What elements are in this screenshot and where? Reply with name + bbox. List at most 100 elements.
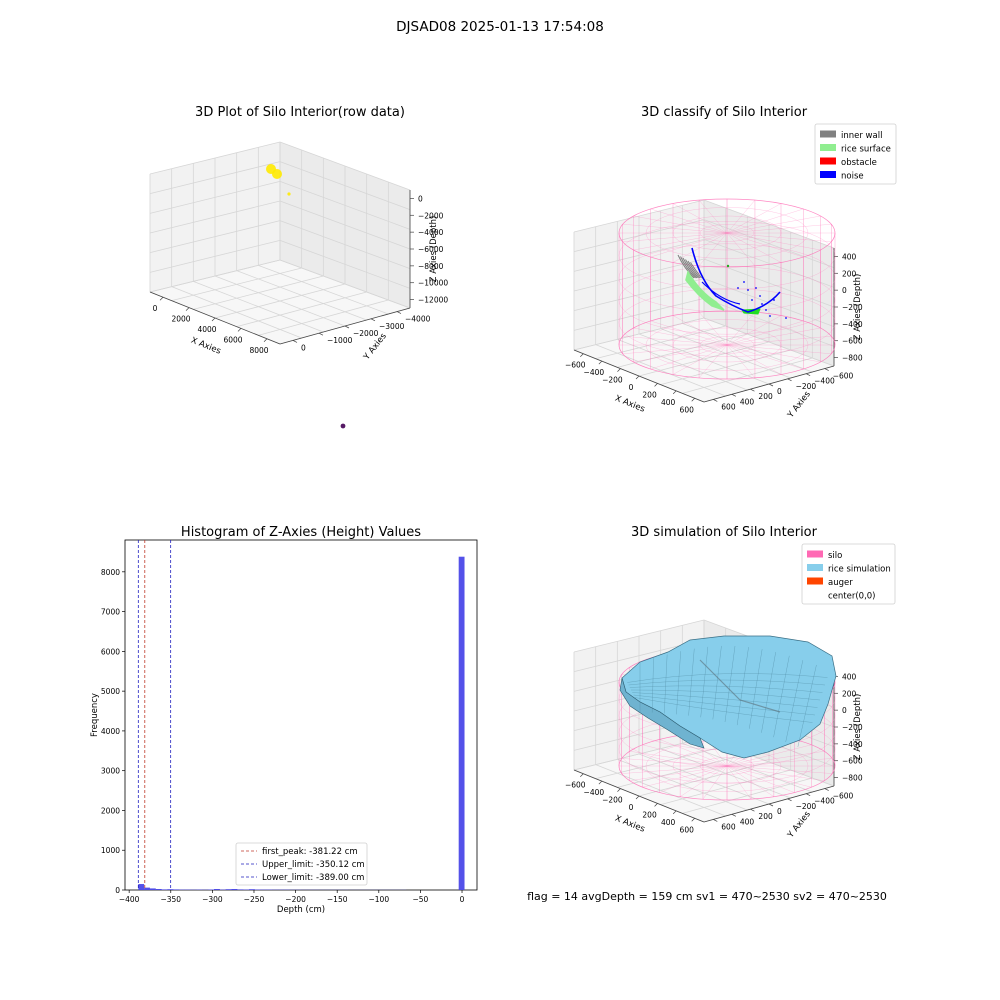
inner-wall-points — [690, 262, 702, 279]
x-axis-label: X Axies — [189, 336, 222, 357]
z-tick-label: −800 — [842, 774, 863, 783]
x-tick-label: 0 — [460, 895, 465, 904]
x-tick — [159, 296, 164, 301]
inner-wall-points — [682, 257, 698, 279]
grid-line — [682, 357, 813, 394]
x-tick — [635, 375, 640, 380]
x-tick — [617, 368, 621, 372]
legend-label: obstacle — [841, 158, 877, 168]
y-tick-label: −2000 — [353, 329, 379, 338]
histogram-legend: first_peak: -381.22 cm Upper_limit: -350.… — [235, 842, 368, 886]
grid-line — [258, 299, 389, 336]
z-tick-label: 400 — [842, 252, 857, 261]
legend-frame — [801, 543, 896, 605]
silo-spoke — [726, 765, 795, 793]
silo-wireframe — [618, 198, 836, 380]
x-tick — [211, 317, 216, 322]
silo-spoke — [633, 344, 728, 363]
silo-spoke — [726, 232, 832, 242]
silo-spoke — [633, 327, 728, 346]
grid-line — [682, 777, 813, 814]
y-tick — [731, 393, 737, 397]
legend-label: noise — [841, 172, 864, 182]
z-tick-label: −600 — [842, 757, 863, 766]
x-tick — [654, 383, 658, 387]
x-tick-label: 600 — [680, 405, 695, 414]
silo-spoke — [659, 765, 728, 793]
grid-line — [149, 161, 281, 195]
panel-simulation-3d: 3D simulation of Silo Interior−600−400−2… — [565, 525, 896, 841]
inner-wall-points — [685, 259, 699, 279]
noise-points — [691, 247, 781, 313]
x-tick-label: 200 — [642, 810, 657, 819]
surface-mesh-line — [630, 689, 821, 701]
legend-label: Upper_limit: -350.12 cm — [262, 860, 365, 870]
inner-wall-points — [677, 254, 695, 279]
y-tick-label: 3000 — [101, 767, 120, 776]
z-tick-label: −400 — [842, 740, 863, 749]
x-tick — [635, 795, 640, 800]
z-tick-label: −10000 — [418, 279, 448, 288]
y-tick-label: 1000 — [101, 846, 120, 855]
surface-mesh-line — [629, 685, 823, 693]
silo-spoke — [633, 215, 728, 234]
surface-mesh-line — [712, 645, 722, 720]
silo-spoke — [698, 344, 728, 378]
noise-point — [751, 299, 753, 301]
silo-spoke — [726, 765, 833, 774]
surface-mesh-line — [628, 679, 826, 686]
histogram-bar — [458, 556, 465, 890]
silo-ring — [618, 243, 836, 312]
grid-line — [573, 199, 705, 233]
histogram-bar — [149, 888, 156, 890]
z-tick-label: −800 — [842, 354, 863, 363]
silo-spoke — [672, 315, 728, 346]
legend-label: first_peak: -381.22 cm — [262, 847, 358, 857]
silo-spoke — [650, 320, 728, 346]
y-tick-label: 600 — [721, 822, 736, 831]
silo-ring — [618, 221, 836, 290]
rice-surface-point — [726, 264, 730, 268]
y-tick-label: −400 — [814, 797, 835, 806]
x-tick-label: 600 — [680, 825, 695, 834]
z-tick-label: 200 — [842, 269, 857, 278]
noise-point — [785, 317, 787, 319]
panel-title: Histogram of Z-Axies (Height) Values — [181, 525, 421, 540]
legend-swatch — [807, 577, 823, 585]
grid-line — [703, 199, 835, 249]
legend-swatch — [820, 144, 836, 151]
surface-mesh-line — [632, 692, 818, 708]
silo-spoke — [726, 327, 821, 346]
y-tick — [731, 813, 737, 817]
x-tick — [598, 780, 603, 785]
silo-spoke-ring — [645, 319, 809, 371]
silo-spoke — [629, 751, 728, 767]
x-tick — [691, 818, 695, 822]
simulation-legend: silo rice simulation auger center(0,0) — [801, 543, 896, 605]
y-tick — [824, 368, 829, 371]
y-tick-label: −200 — [796, 802, 817, 811]
histogram-bar — [214, 889, 220, 890]
y-axis-label: Y Axies — [785, 389, 813, 421]
silo-spoke — [702, 765, 728, 800]
silo-spoke — [726, 744, 812, 767]
y-tick-label: 400 — [740, 397, 755, 406]
y-tick-label: 200 — [758, 392, 773, 401]
silo-spoke — [629, 765, 728, 781]
surface-ridge — [699, 659, 781, 713]
panel-title: 3D classify of Silo Interior — [641, 105, 808, 120]
silo-spoke-ring — [699, 336, 755, 354]
histogram-bar — [167, 889, 174, 890]
x-tick-label: 400 — [661, 398, 676, 407]
silo-spoke — [726, 344, 782, 375]
x-tick — [237, 328, 242, 332]
x-tick — [185, 307, 190, 311]
y-tick — [292, 340, 298, 343]
z-tick-label: 0 — [842, 706, 847, 715]
silo-spoke — [633, 232, 728, 251]
silo-spoke — [726, 765, 825, 781]
x-tick-label: −400 — [119, 895, 140, 904]
surface-mesh-line — [627, 673, 828, 683]
x-tick-label: −50 — [412, 895, 428, 904]
silo-spoke-ring — [672, 215, 782, 251]
